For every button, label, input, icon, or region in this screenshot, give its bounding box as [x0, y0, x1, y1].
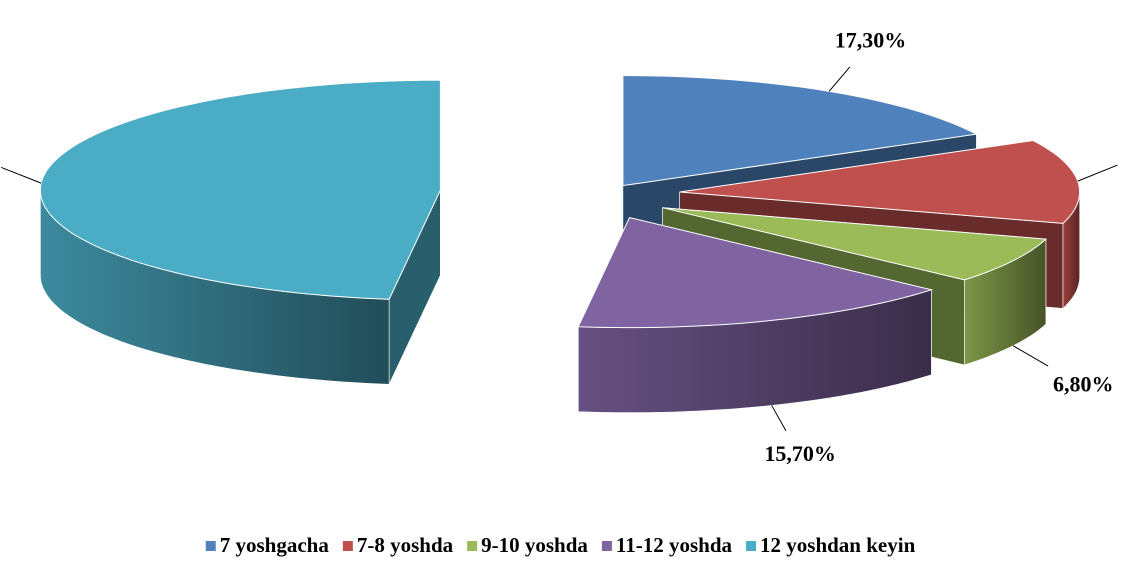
legend-item: 12 yoshdan keyin	[746, 533, 916, 557]
slice-top	[577, 217, 934, 329]
legend-swatch	[205, 541, 216, 551]
slice-top	[39, 79, 441, 300]
slice-top	[662, 207, 1048, 281]
data-label: 17,30%	[835, 28, 907, 53]
legend-swatch	[746, 541, 757, 551]
slice-top	[679, 139, 1081, 224]
leader-line	[1, 166, 42, 184]
data-label: 6,80%	[1053, 371, 1114, 396]
slice-top	[622, 75, 979, 187]
legend-item: 9-10 yoshda	[467, 533, 588, 557]
legend-label: 12 yoshdan keyin	[760, 533, 916, 557]
leader-line	[1012, 345, 1049, 367]
legend-swatch	[342, 541, 353, 551]
pie-slice	[577, 217, 934, 413]
leader-line	[1077, 164, 1118, 182]
legend-label: 9-10 yoshda	[481, 533, 588, 557]
leader-line	[771, 405, 787, 431]
legend-label: 7 yoshgacha	[220, 533, 330, 557]
legend-item: 7 yoshgacha	[205, 533, 330, 557]
legend-swatch	[601, 541, 612, 551]
leader-line	[828, 66, 851, 92]
legend-label: 11-12 yoshda	[616, 533, 733, 557]
legend-item: 7-8 yoshda	[342, 533, 454, 557]
legend-label: 7-8 yoshda	[357, 533, 454, 557]
legend-swatch	[467, 541, 478, 551]
pie-slice	[39, 79, 441, 385]
data-label: 15,70%	[764, 441, 836, 466]
legend-item: 11-12 yoshda	[601, 533, 733, 557]
